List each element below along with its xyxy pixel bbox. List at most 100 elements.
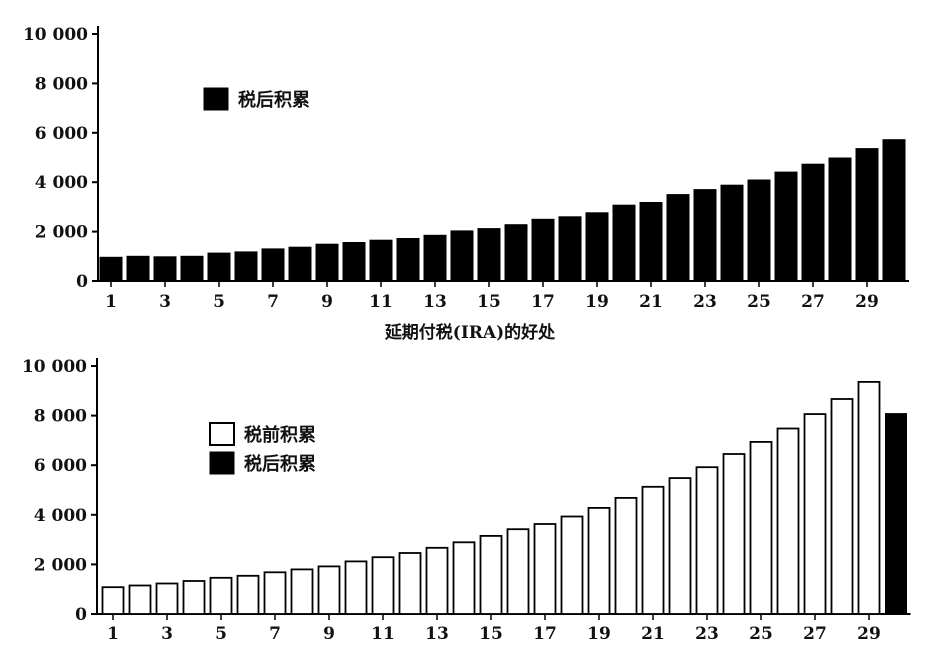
x-tick-label: 29 — [857, 624, 881, 641]
x-tick-label: 7 — [269, 624, 281, 641]
bar — [776, 427, 800, 615]
bar — [423, 234, 447, 282]
bar — [182, 580, 206, 615]
legend-swatch — [209, 451, 235, 475]
x-tick-label: 5 — [215, 624, 227, 641]
y-tick-label: 4 000 — [34, 506, 87, 526]
bar — [803, 413, 827, 615]
y-tick-label: 10 000 — [23, 25, 88, 45]
bar — [857, 380, 881, 615]
x-tick-label: 15 — [477, 292, 501, 312]
bar — [828, 157, 852, 282]
bar — [344, 560, 368, 615]
bar — [180, 255, 204, 282]
legend-label: 税后积累 — [238, 89, 310, 111]
bar — [612, 204, 636, 282]
bar — [315, 243, 339, 282]
bar — [855, 148, 879, 282]
legend-label: 税前积累 — [244, 424, 316, 446]
bar — [614, 496, 638, 615]
y-tick-label: 2 000 — [35, 223, 88, 243]
bar — [398, 552, 422, 615]
x-tick-label: 25 — [749, 624, 773, 641]
bar — [558, 216, 582, 282]
bar — [450, 230, 474, 282]
bar — [126, 255, 150, 282]
x-tick-label: 13 — [423, 292, 447, 312]
y-tick-label: 4 000 — [35, 173, 88, 193]
legend-label: 税后积累 — [244, 453, 316, 475]
x-tick-label: 9 — [321, 292, 333, 312]
bar — [209, 576, 233, 615]
x-tick-label: 27 — [801, 292, 825, 312]
y-tick-label: 0 — [75, 605, 87, 625]
x-tick-label: 25 — [747, 292, 771, 312]
bar — [722, 453, 746, 615]
bar — [587, 506, 611, 615]
legend-swatch — [209, 422, 235, 446]
x-tick-label: 19 — [587, 624, 611, 641]
bar — [479, 535, 503, 615]
bar — [155, 582, 179, 615]
bar — [128, 584, 152, 615]
bar — [641, 485, 665, 615]
x-tick-label: 3 — [159, 292, 171, 312]
bar — [452, 541, 476, 615]
bar — [693, 189, 717, 282]
y-tick-label: 6 000 — [34, 456, 87, 476]
x-tick-label: 21 — [641, 624, 665, 641]
x-tick-label: 23 — [695, 624, 719, 641]
bar — [288, 246, 312, 282]
y-tick-label: 6 000 — [35, 124, 88, 144]
bar — [101, 586, 125, 615]
bar — [801, 163, 825, 282]
bar — [396, 238, 420, 282]
y-tick-label: 10 000 — [22, 357, 87, 377]
y-tick-label: 8 000 — [35, 74, 88, 94]
bar — [695, 466, 719, 615]
bar — [290, 568, 314, 615]
bar — [531, 218, 555, 282]
bar — [830, 398, 854, 615]
x-tick-label: 27 — [803, 624, 827, 641]
bar — [668, 477, 692, 615]
bar — [236, 574, 260, 615]
x-tick-label: 1 — [107, 624, 119, 641]
bar — [261, 248, 285, 282]
x-tick-label: 3 — [161, 624, 173, 641]
bottom-chart-title: 延期付税(IRA)的好处 — [384, 322, 556, 343]
legend-swatch — [203, 87, 229, 111]
bar — [234, 251, 258, 282]
x-tick-label: 19 — [585, 292, 609, 312]
bar — [506, 528, 530, 615]
x-tick-label: 29 — [855, 292, 879, 312]
bar — [639, 202, 663, 282]
x-tick-label: 17 — [531, 292, 555, 312]
x-tick-label: 5 — [213, 292, 225, 312]
x-tick-label: 9 — [323, 624, 335, 641]
bar — [99, 256, 123, 282]
bar — [720, 184, 744, 282]
bar — [477, 228, 501, 282]
x-tick-label: 7 — [267, 292, 279, 312]
bar — [585, 212, 609, 282]
y-tick-label: 0 — [76, 272, 88, 292]
bar — [774, 171, 798, 282]
bar — [747, 179, 771, 282]
bar — [342, 242, 366, 282]
x-tick-label: 15 — [479, 624, 503, 641]
bar — [504, 224, 528, 282]
y-tick-label: 8 000 — [34, 407, 87, 427]
bar — [533, 523, 557, 615]
y-tick-label: 2 000 — [34, 555, 87, 575]
x-tick-label: 11 — [371, 624, 395, 641]
bar — [425, 546, 449, 615]
x-tick-label: 17 — [533, 624, 557, 641]
bar — [882, 139, 906, 282]
x-tick-label: 21 — [639, 292, 663, 312]
bar — [369, 239, 393, 282]
